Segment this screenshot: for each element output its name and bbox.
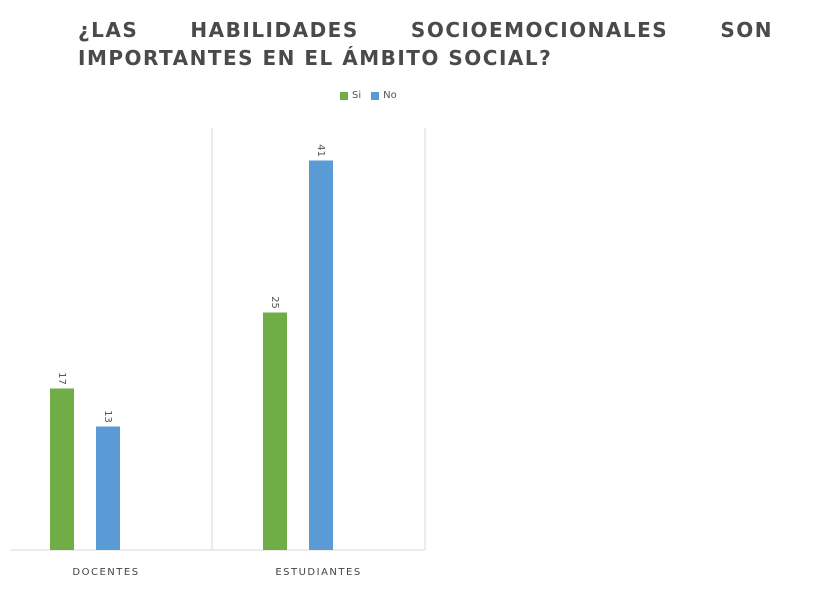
bar-estudiantes-no [309, 160, 333, 550]
tick-label-docentes: DOCENTES [72, 567, 139, 578]
legend-label-no: No [383, 90, 397, 101]
tick-label-estudiantes: ESTUDIANTES [275, 567, 361, 578]
data-label-estudiantes-no: 41 [315, 144, 326, 157]
bar-docentes-no [96, 426, 120, 550]
data-label-docentes-si: 17 [56, 372, 67, 385]
legend-swatch-si [340, 91, 348, 100]
data-label-estudiantes-si: 25 [269, 296, 280, 309]
legend-label-si: Si [352, 90, 362, 101]
bar-docentes-si [50, 388, 74, 550]
chart-title: ¿LAS HABILIDADES SOCIOEMOCIONALES SON IM… [78, 18, 773, 70]
legend-item-no: No [371, 90, 397, 101]
bar-estudiantes-si [263, 312, 287, 550]
data-label-docentes-no: 13 [102, 410, 113, 423]
legend-swatch-no [371, 91, 380, 100]
legend-item-si: Si [340, 90, 361, 101]
legend: Si No [340, 90, 397, 101]
